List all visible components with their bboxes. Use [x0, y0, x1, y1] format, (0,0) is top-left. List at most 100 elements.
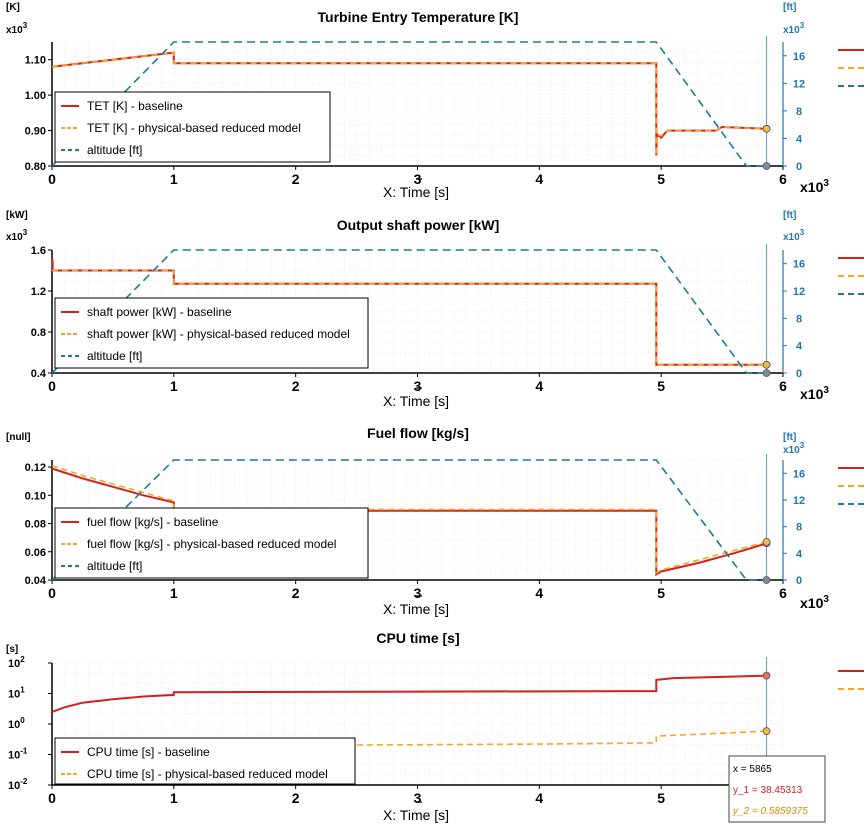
- x-scale-label: x103: [800, 178, 829, 195]
- y2-unit-label: [ft]: [783, 210, 796, 221]
- chart-panel-2: Output shaft power [kW] [kW] x103 0.4 0.8 1.2…: [6, 210, 864, 409]
- legend-label-1: fuel flow [kg/s] - baseline: [87, 515, 219, 529]
- y-tick-label: 0.80: [25, 161, 46, 173]
- y2-unit-label: [ft]: [783, 432, 796, 443]
- chart-panel-1: Turbine Entry Temperature [K] [K] x103 0.80…: [6, 2, 864, 200]
- y2-tick-label: 0: [796, 161, 802, 173]
- x-tick-label: 2: [292, 585, 300, 601]
- x-tick-label: 1: [170, 171, 178, 187]
- series-line-1: [51, 674, 767, 713]
- legend: fuel flow [kg/s] - baseline fuel flow [kg…: [54, 507, 369, 579]
- y-tick-label: 1.2: [31, 286, 46, 298]
- y-tick-label: 101: [8, 686, 25, 701]
- series-group: [51, 249, 771, 377]
- y-tick-exponent: 2: [20, 655, 25, 664]
- chart-panel-3: Fuel flow [kg/s] [null] 0.04 0.06 0.08 0.10 0.…: [6, 425, 864, 617]
- x-tick-label: 4: [535, 378, 543, 394]
- x-scale-exponent: 3: [823, 178, 829, 189]
- y-tick-label: 0.10: [25, 490, 46, 502]
- x-tick-label: 5: [657, 171, 665, 187]
- x-axis-label: X: Time [s]: [383, 393, 449, 409]
- x-tick-label: 4: [535, 790, 543, 806]
- legend-box: [54, 507, 369, 579]
- x-tick-label: 3: [414, 378, 422, 394]
- cursor-point-1: [762, 671, 771, 680]
- series-line-3: [51, 249, 767, 374]
- y2-tick-label: 12: [793, 78, 805, 90]
- x-tick-label: 5: [657, 378, 665, 394]
- x-tick-label: 1: [170, 585, 178, 601]
- y2-tick-label: 4: [796, 548, 803, 560]
- y-tick-label: 0.08: [25, 519, 46, 531]
- cursor-point-3: [762, 162, 771, 170]
- y2-scale-exponent: 3: [800, 228, 805, 237]
- x-tick-label: 2: [292, 171, 300, 187]
- y-tick-label: 0.12: [25, 462, 46, 474]
- chart-title: Output shaft power [kW]: [337, 217, 500, 233]
- x-tick-label: 4: [535, 585, 543, 601]
- y-unit-label: [null]: [6, 432, 30, 443]
- x-scale-label: x103: [800, 385, 829, 402]
- legend-box: [54, 297, 369, 369]
- x-axis-label: X: Time [s]: [383, 807, 449, 823]
- legend: shaft power [kW] - baseline shaft power […: [54, 297, 369, 369]
- y-unit-label: [K]: [6, 2, 20, 13]
- legend-label-2: fuel flow [kg/s] - physical-based reduce…: [87, 537, 336, 551]
- y-tick-label: 0.4: [31, 368, 47, 380]
- y2-tick-label: 16: [793, 259, 805, 271]
- grid: [51, 662, 784, 786]
- y-unit-label: [s]: [6, 644, 18, 655]
- y2-tick-label: 4: [796, 133, 803, 145]
- x-tick-label: 0: [48, 585, 56, 601]
- y2-tick-label: 12: [793, 286, 805, 298]
- y2-tick-label: 12: [793, 495, 805, 507]
- x-tick-label: 6: [779, 378, 787, 394]
- y-scale-label: x103: [6, 228, 28, 243]
- tooltip-y1: y_1 = 38.45313: [733, 785, 803, 796]
- y-tick-label: 0.90: [25, 126, 46, 138]
- cursor-point-2: [762, 727, 771, 735]
- legend-label-1: CPU time [s] - baseline: [87, 745, 210, 759]
- series-group: [51, 41, 771, 170]
- series-line-2: [51, 51, 767, 156]
- x-tick-label: 5: [657, 790, 665, 806]
- x-tick-label: 0: [48, 790, 56, 806]
- y-tick-label: 102: [8, 655, 25, 670]
- chart-title: Fuel flow [kg/s]: [367, 425, 469, 441]
- cursor-tooltip: x = 5865 y_1 = 38.45313 y_2 = 0.5859375: [728, 755, 826, 823]
- y2-scale-exponent: 3: [800, 21, 805, 30]
- y-scale-exponent: 3: [23, 21, 28, 30]
- y-tick-label: 10-1: [8, 747, 28, 762]
- y-tick-exponent: 1: [20, 686, 25, 695]
- x-tick-label: 5: [657, 585, 665, 601]
- y-tick-label: 100: [8, 716, 25, 731]
- series-group: [51, 459, 771, 584]
- y-tick-label: 1.00: [25, 90, 46, 102]
- x-axis-label: X: Time [s]: [383, 184, 449, 200]
- x-tick-label: 3: [414, 790, 422, 806]
- y2-tick-label: 0: [796, 368, 802, 380]
- x-tick-label: 1: [170, 378, 178, 394]
- y2-tick-label: 8: [796, 313, 802, 325]
- y-tick-exponent: -2: [20, 777, 28, 786]
- legend-box: [54, 737, 356, 785]
- series-line-2: [51, 464, 767, 575]
- x-tick-label: 0: [48, 171, 56, 187]
- cursor-point-2: [762, 360, 771, 369]
- x-tick-label: 4: [535, 171, 543, 187]
- y2-tick-label: 16: [793, 51, 805, 63]
- x-tick-label: 2: [292, 378, 300, 394]
- y2-tick-label: 0: [796, 575, 802, 587]
- legend-label-3: altitude [ft]: [87, 349, 142, 363]
- legend-label-1: shaft power [kW] - baseline: [87, 305, 232, 319]
- y-unit-label: [kW]: [6, 210, 28, 221]
- legend-label-2: CPU time [s] - physical-based reduced mo…: [87, 767, 328, 781]
- y-scale-label: x103: [6, 21, 28, 36]
- x-tick-label: 0: [48, 378, 56, 394]
- y2-tick-label: 4: [796, 341, 803, 353]
- y-tick-label: 0.06: [25, 547, 46, 559]
- legend-label-3: altitude [ft]: [87, 143, 142, 157]
- cursor-point-3: [762, 369, 771, 377]
- y-scale-exponent: 3: [23, 228, 28, 237]
